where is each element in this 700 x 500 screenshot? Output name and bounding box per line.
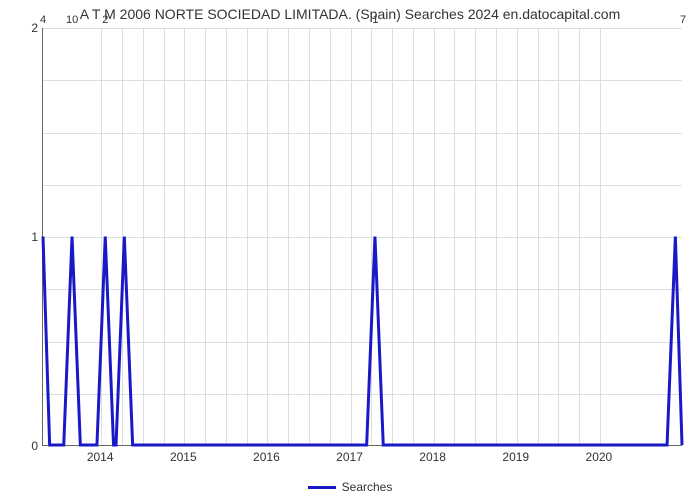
legend: Searches	[0, 480, 700, 494]
x-tick-label: 2019	[502, 450, 529, 464]
y-tick-label: 2	[8, 21, 38, 35]
x-tick-label: 2016	[253, 450, 280, 464]
data-point-label: 10	[66, 14, 78, 26]
y-tick-label: 0	[8, 439, 38, 453]
legend-label: Searches	[342, 480, 393, 494]
x-tick-label: 2015	[170, 450, 197, 464]
data-point-label: 7	[680, 14, 686, 26]
y-tick-label: 1	[8, 230, 38, 244]
x-tick-label: 2017	[336, 450, 363, 464]
x-tick-label: 2014	[87, 450, 114, 464]
data-point-label: 2	[102, 14, 108, 26]
plot-area: 410217	[42, 28, 682, 446]
data-point-label: 1	[372, 14, 378, 26]
series-line	[43, 28, 682, 445]
x-tick-label: 2020	[586, 450, 613, 464]
x-tick-label: 2018	[419, 450, 446, 464]
data-point-label: 4	[40, 14, 46, 26]
legend-swatch	[308, 486, 336, 489]
